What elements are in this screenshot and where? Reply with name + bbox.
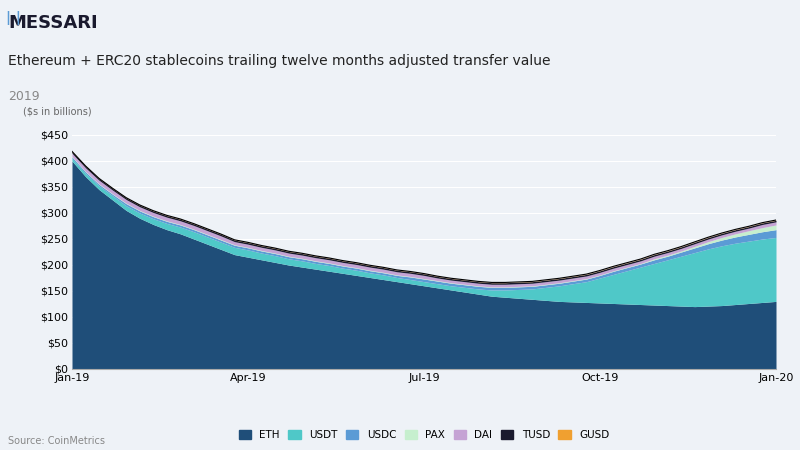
Text: Source: CoinMetrics: Source: CoinMetrics: [8, 436, 105, 446]
Legend: ETH, USDT, USDC, PAX, DAI, TUSD, GUSD: ETH, USDT, USDC, PAX, DAI, TUSD, GUSD: [234, 426, 614, 444]
Text: ($s in billions): ($s in billions): [22, 106, 91, 116]
Text: MESSARI: MESSARI: [8, 14, 98, 32]
Text: 2019: 2019: [8, 90, 40, 103]
Text: | |: | |: [6, 11, 22, 25]
Text: Ethereum + ERC20 stablecoins trailing twelve months adjusted transfer value: Ethereum + ERC20 stablecoins trailing tw…: [8, 54, 550, 68]
